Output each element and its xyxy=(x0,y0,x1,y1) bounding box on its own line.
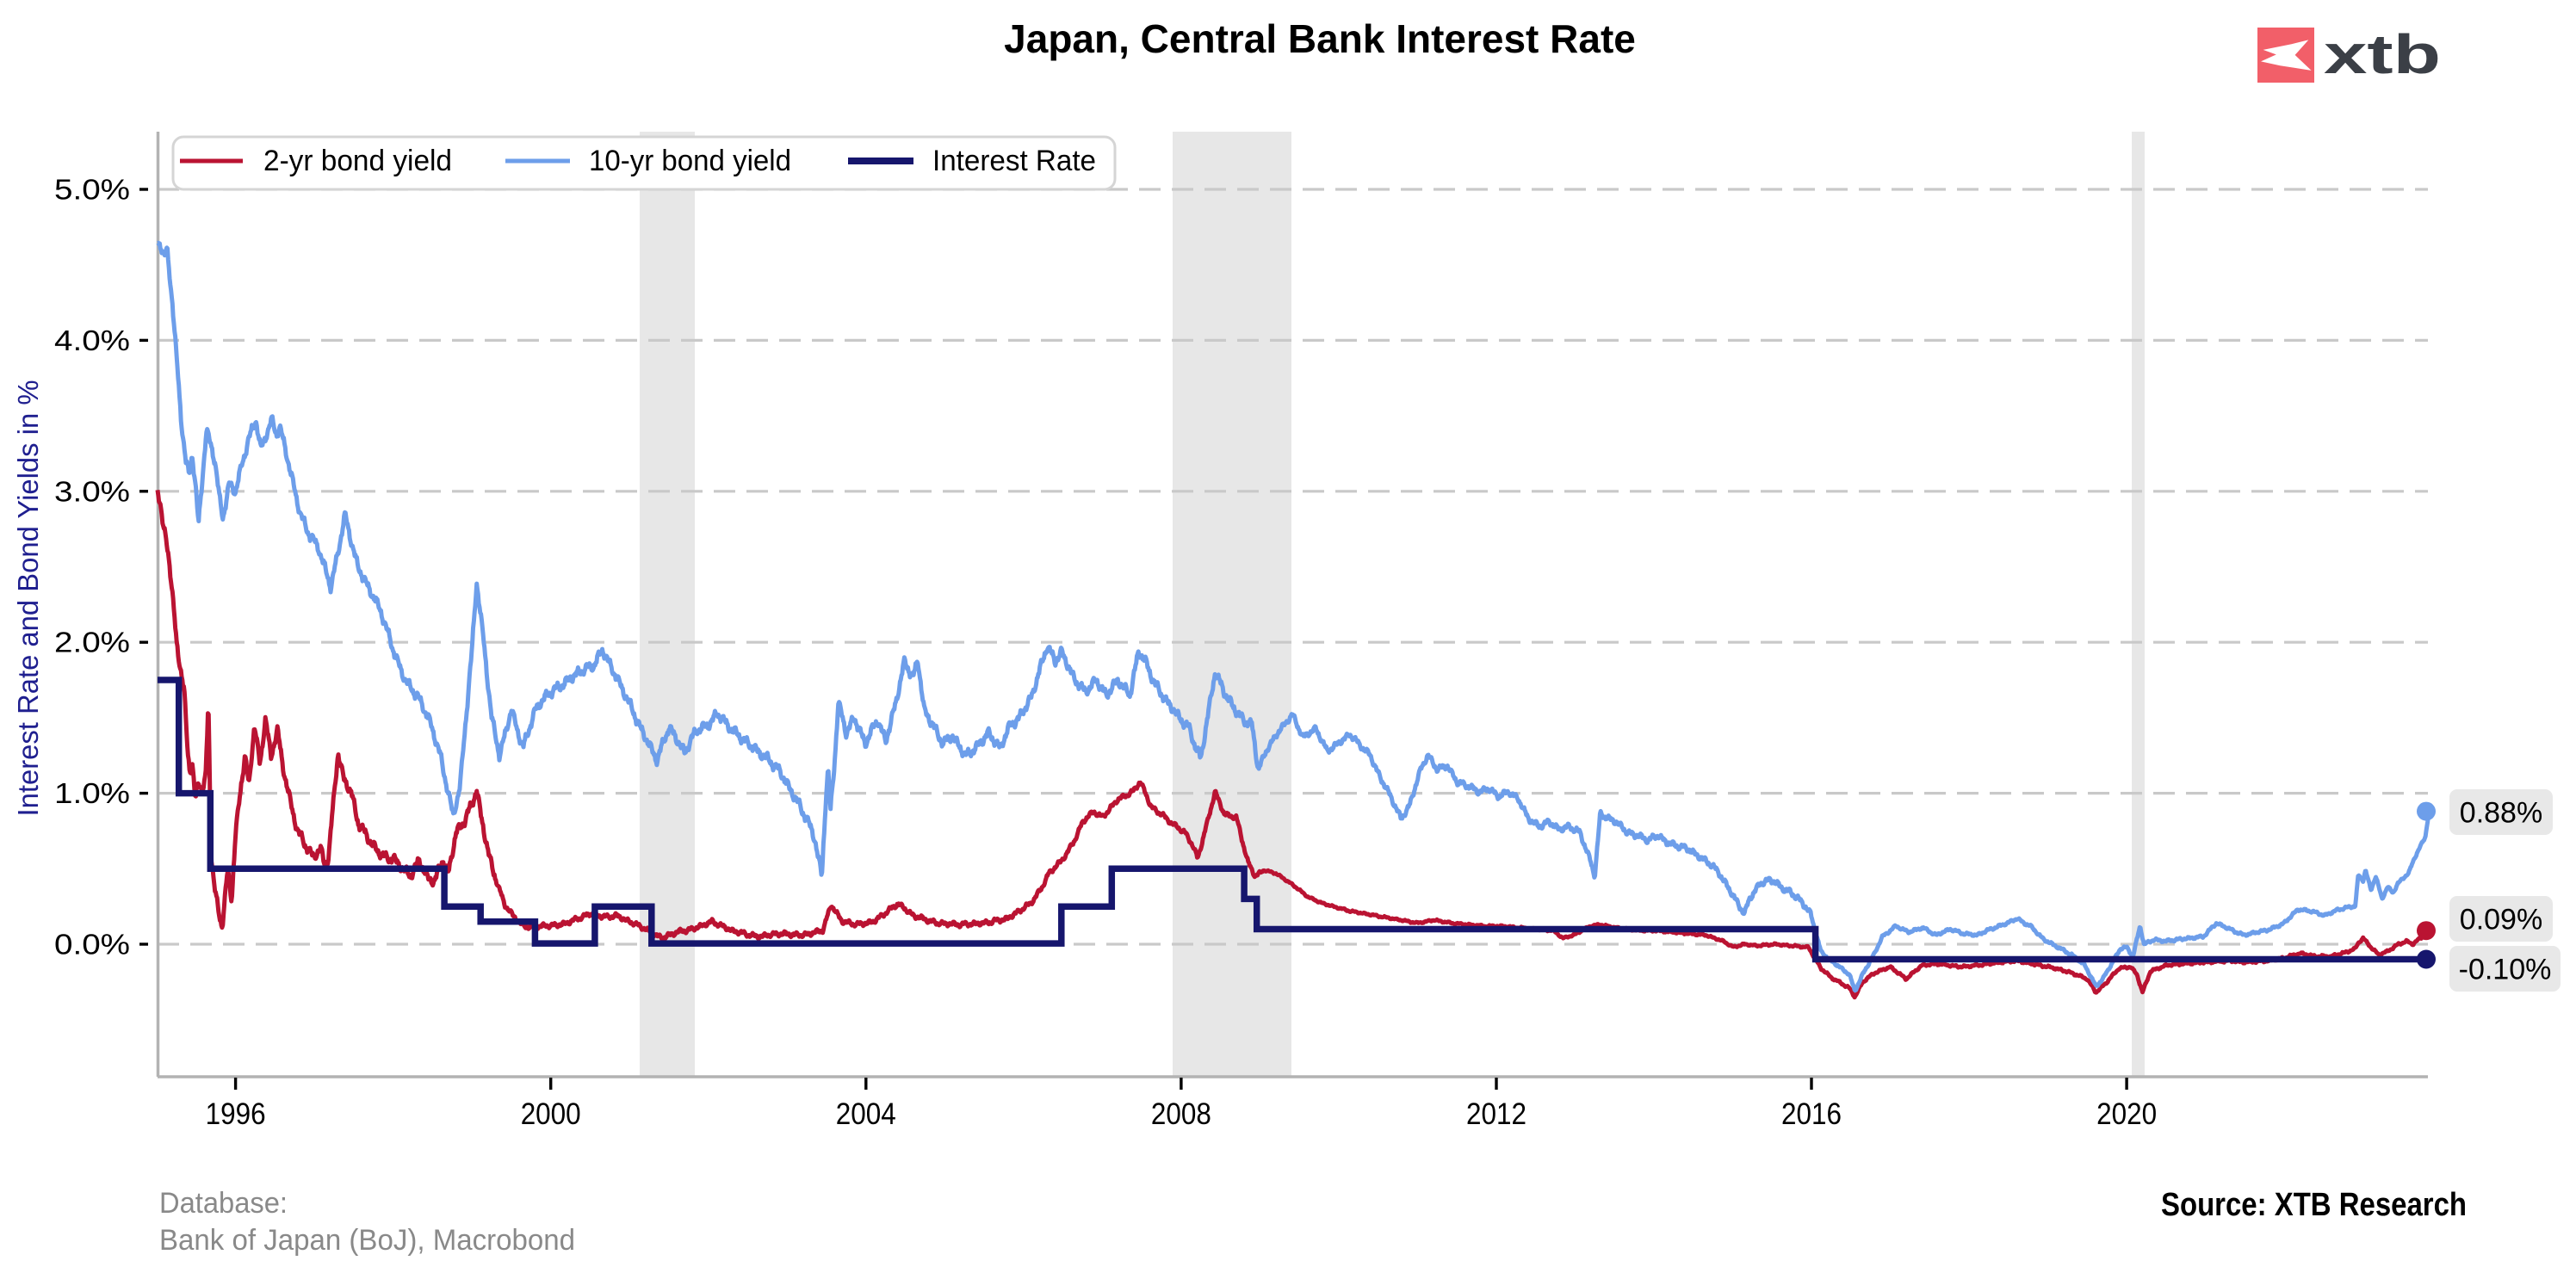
svg-text:xtb: xtb xyxy=(2324,23,2441,85)
svg-text:2004: 2004 xyxy=(836,1097,896,1131)
svg-text:Interest Rate and Bond Yields: Interest Rate and Bond Yields in % xyxy=(12,380,44,817)
svg-text:0.0%: 0.0% xyxy=(54,929,130,961)
svg-text:4.0%: 4.0% xyxy=(54,324,130,356)
svg-text:-0.10%: -0.10% xyxy=(2459,954,2552,986)
svg-text:Source: XTB Research: Source: XTB Research xyxy=(2161,1187,2467,1223)
svg-text:2016: 2016 xyxy=(1781,1097,1842,1131)
svg-text:0.09%: 0.09% xyxy=(2460,904,2542,936)
svg-text:Japan, Central Bank Interest R: Japan, Central Bank Interest Rate xyxy=(1004,16,1636,61)
svg-text:1996: 1996 xyxy=(206,1097,266,1131)
svg-text:2000: 2000 xyxy=(521,1097,581,1131)
svg-text:2008: 2008 xyxy=(1151,1097,1211,1131)
svg-text:1.0%: 1.0% xyxy=(54,777,130,809)
svg-text:2012: 2012 xyxy=(1466,1097,1526,1131)
svg-text:2020: 2020 xyxy=(2096,1097,2157,1131)
svg-text:2.0%: 2.0% xyxy=(54,627,130,658)
svg-text:Database:: Database: xyxy=(159,1187,288,1220)
svg-text:2-yr bond yield: 2-yr bond yield xyxy=(263,145,452,177)
svg-text:Interest Rate: Interest Rate xyxy=(932,145,1096,177)
svg-text:5.0%: 5.0% xyxy=(54,174,130,206)
svg-text:0.88%: 0.88% xyxy=(2460,797,2542,830)
svg-text:Bank of Japan (BoJ), Macrobond: Bank of Japan (BoJ), Macrobond xyxy=(159,1224,575,1257)
svg-text:10-yr bond yield: 10-yr bond yield xyxy=(589,145,791,177)
svg-text:3.0%: 3.0% xyxy=(54,475,130,507)
